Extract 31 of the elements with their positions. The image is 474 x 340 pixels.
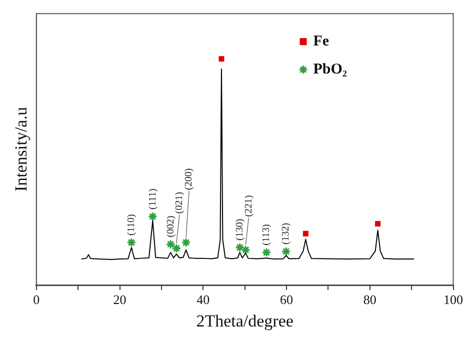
- point: [181, 238, 191, 248]
- annotation: (200): [184, 168, 195, 190]
- point: [375, 220, 381, 226]
- x-axis-title: 2Theta/degree: [196, 311, 294, 330]
- point: [281, 246, 291, 256]
- legend-label: Fe: [313, 33, 330, 50]
- point: [126, 238, 136, 248]
- x-tick-label: 80: [363, 292, 376, 308]
- x-tick-label: 40: [196, 292, 210, 308]
- x-tick-label: 0: [33, 292, 40, 308]
- annotation: (111): [147, 188, 158, 210]
- point: [148, 212, 158, 222]
- annotation: (002): [165, 216, 176, 238]
- point: [262, 248, 272, 258]
- annotation: (113): [261, 224, 272, 246]
- legend-label: PbO₂: [313, 61, 348, 78]
- annotation: (110): [126, 214, 138, 236]
- x-tick-label: 20: [113, 292, 126, 308]
- annotation: (221): [243, 195, 254, 217]
- point: [166, 239, 176, 250]
- x-tick-label: 100: [444, 292, 463, 308]
- point: [172, 244, 182, 254]
- point: [302, 230, 308, 236]
- annotation: (132): [280, 222, 292, 245]
- point: [218, 56, 224, 62]
- point: [235, 242, 245, 252]
- x-tick-label: 60: [280, 292, 294, 308]
- annotation: (130): [234, 218, 246, 240]
- point: [240, 245, 250, 255]
- annotation: (021): [174, 192, 186, 214]
- y-axis-title: Intensity/a.u: [12, 106, 31, 192]
